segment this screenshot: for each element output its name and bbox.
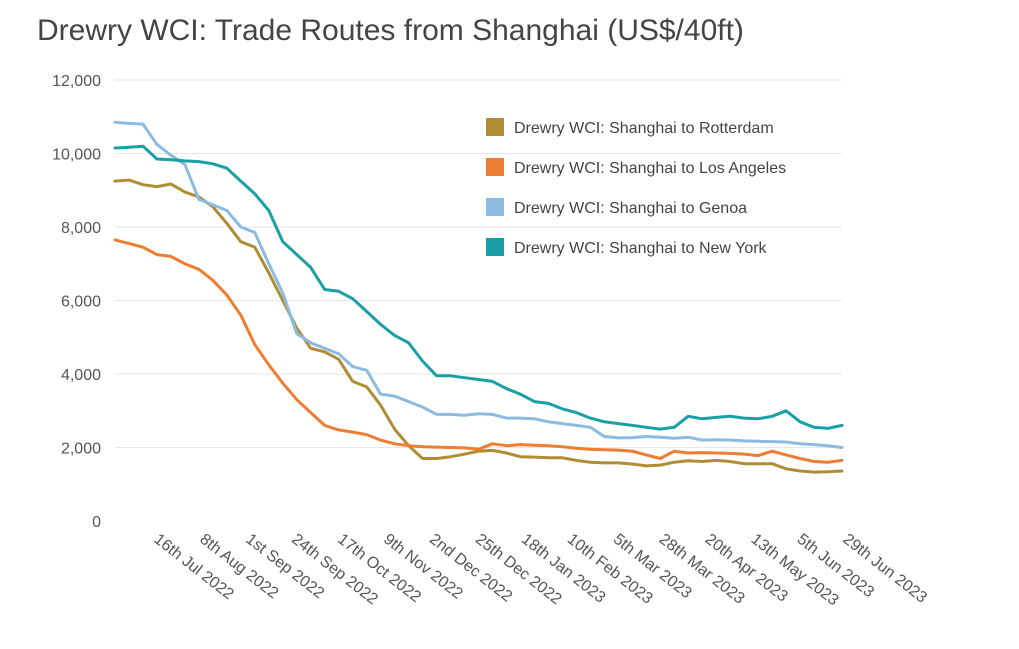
series-line-0	[113, 178, 844, 474]
legend-item[interactable]: Drewry WCI: Shanghai to Genoa	[486, 198, 747, 217]
x-tick-label: 8th Aug 2022	[196, 531, 281, 603]
legend-label: Drewry WCI: Shanghai to Genoa	[514, 200, 747, 217]
legend-item[interactable]: Drewry WCI: Shanghai to Rotterdam	[486, 118, 774, 137]
series-line-1	[113, 238, 844, 464]
legend: Drewry WCI: Shanghai to Rotterdam Drewry …	[486, 118, 786, 257]
y-tick-label: 4,000	[61, 367, 101, 384]
y-tick-label: 0	[92, 514, 101, 531]
legend-swatch	[486, 238, 504, 256]
x-tick-label: 16th Jul 2022	[150, 531, 236, 604]
legend-item[interactable]: Drewry WCI: Shanghai to New York	[486, 238, 768, 257]
series-line-3	[113, 144, 844, 431]
gridlines	[115, 79, 842, 448]
legend-label: Drewry WCI: Shanghai to Rotterdam	[514, 120, 774, 137]
y-axis: 0 2,000 4,000 6,000 8,000 10,000 12,000	[52, 73, 101, 531]
legend-swatch	[486, 198, 504, 216]
y-tick-label: 8,000	[61, 220, 101, 237]
y-tick-label: 10,000	[52, 147, 101, 164]
legend-label: Drewry WCI: Shanghai to Los Angeles	[514, 160, 786, 177]
series-lines	[113, 120, 844, 474]
series-line-2	[113, 120, 844, 449]
legend-swatch	[486, 158, 504, 176]
y-tick-label: 2,000	[61, 441, 101, 458]
x-tick-label: 1st Sep 2022	[242, 531, 327, 603]
y-tick-label: 6,000	[61, 294, 101, 311]
legend-label: Drewry WCI: Shanghai to New York	[514, 240, 768, 257]
legend-item[interactable]: Drewry WCI: Shanghai to Los Angeles	[486, 158, 786, 177]
legend-swatch	[486, 118, 504, 136]
y-tick-label: 12,000	[52, 73, 101, 90]
chart-title: Drewry WCI: Trade Routes from Shanghai (…	[37, 14, 744, 47]
